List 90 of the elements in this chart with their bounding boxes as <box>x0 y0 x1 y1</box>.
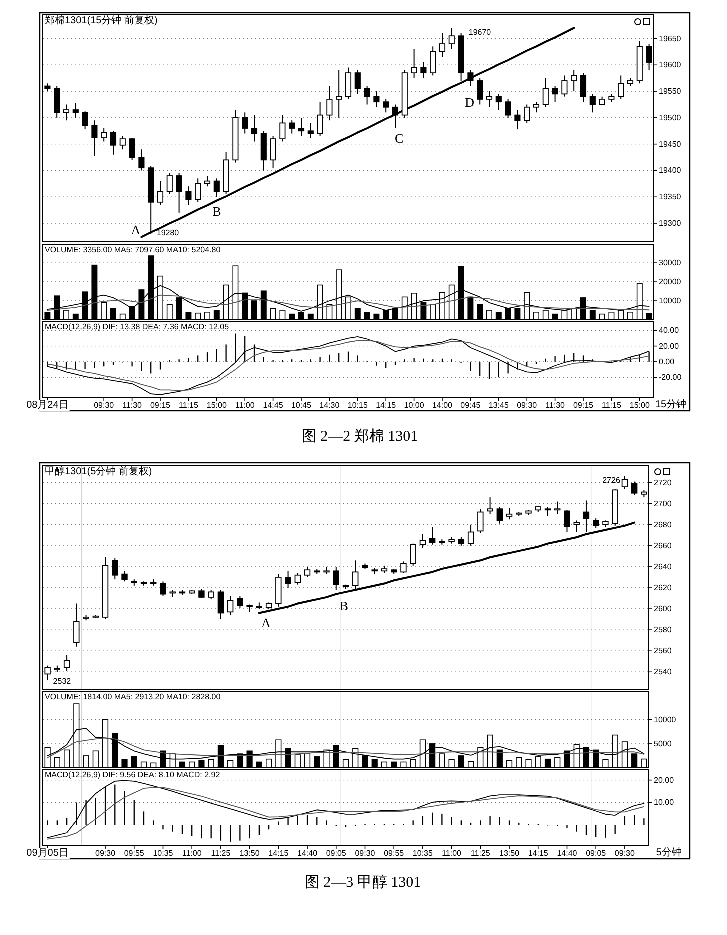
annotation: B <box>212 204 222 219</box>
x-tick-label: 09:30 <box>614 849 636 858</box>
annotation: A <box>131 222 141 238</box>
x-tick-label: 09:15 <box>150 401 172 410</box>
x-tick-label: 09:05 <box>586 849 607 858</box>
chart-title: MACD(12,26,9) DIF: 9.56 DEA: 8.10 MACD: 2.92 <box>45 770 221 780</box>
y-tick-label: 0.00 <box>659 357 676 366</box>
annotation: 图 2—2 郑棉 1301 <box>302 429 418 445</box>
y-tick-label: 2560 <box>654 646 672 656</box>
y-tick-label: 2660 <box>654 541 672 550</box>
y-tick-label: 10000 <box>654 715 677 724</box>
y-tick-label: 20000 <box>659 278 682 287</box>
x-tick-label: 09:55 <box>384 849 405 858</box>
y-tick-label: 19400 <box>659 166 682 176</box>
annotation: 2726 <box>602 476 620 486</box>
x-tick-label: 14:40 <box>298 849 318 858</box>
y-tick-label: 2640 <box>654 562 672 572</box>
x-tick-label: 09:30 <box>94 401 115 410</box>
chart-title: MACD(12,26,9) DIF: 13.38 DEA: 7.36 MACD: 12.05 <box>45 322 230 332</box>
annotation: 19670 <box>468 28 492 37</box>
x-tick-label: 09:45 <box>460 401 482 410</box>
x-tick-label: 10:45 <box>291 401 312 410</box>
x-tick-label: 15:00 <box>206 401 228 410</box>
x-tick-label: 11:25 <box>470 849 491 858</box>
x-tick-label: 14:15 <box>268 849 290 858</box>
y-tick-label: 2600 <box>654 604 672 614</box>
y-tick-label: 19650 <box>659 34 682 44</box>
y-tick-label: 19350 <box>659 192 682 202</box>
x-tick-label: 09:30 <box>96 849 116 858</box>
x-tick-label: 11:00 <box>235 401 256 410</box>
annotation: 19280 <box>156 228 180 238</box>
y-tick-label: -20.00 <box>659 373 682 382</box>
x-tick-label: 13:50 <box>500 849 520 858</box>
x-tick-label: 11:00 <box>442 849 462 858</box>
x-tick-label: 13:45 <box>488 401 510 410</box>
x-tick-label: 13:50 <box>240 849 260 858</box>
y-tick-label: 19600 <box>659 60 682 70</box>
x-tick-label: 10:35 <box>153 849 174 858</box>
y-tick-label: 5000 <box>654 739 672 748</box>
annotation: A <box>262 616 271 630</box>
chart-title: VOLUME: 1814.00 MA5: 2913.20 MA10: 2828.00 <box>45 692 222 702</box>
y-tick-label: 19300 <box>659 219 682 228</box>
x-tick-label: 14:40 <box>557 849 578 858</box>
x-tick-label: 11:00 <box>182 849 202 858</box>
x-tick-label: 14:00 <box>432 401 454 410</box>
x-tick-label: 09:55 <box>124 849 145 858</box>
y-tick-label: 2580 <box>654 626 672 635</box>
x-tick-label: 14:45 <box>263 401 284 410</box>
chart-title: 郑棉1301(15分钟 前复权) <box>45 14 158 26</box>
x-tick-label: 14:15 <box>528 849 549 858</box>
y-tick-label: 2720 <box>654 478 672 488</box>
x-tick-label: 11:15 <box>178 401 199 410</box>
x-tick-label: 10:00 <box>404 401 425 410</box>
x-tick-label: 11:25 <box>211 849 232 858</box>
chart-title: 甲醇1301(5分钟 前复权) <box>45 465 152 478</box>
y-tick-label: 20.00 <box>654 776 675 785</box>
y-tick-label: 2620 <box>654 583 672 592</box>
annotation: 图 2—3 甲醇 1301 <box>304 875 422 891</box>
annotation: 5分钟 <box>656 848 682 858</box>
x-tick-label: 15:00 <box>630 401 650 410</box>
x-tick-label: 14:15 <box>376 401 397 410</box>
annotation: C <box>394 131 404 146</box>
y-tick-label: 10000 <box>659 296 682 306</box>
y-tick-label: 2700 <box>654 499 672 508</box>
x-tick-label: 09:05 <box>326 849 347 858</box>
y-tick-label: 19450 <box>659 140 682 149</box>
x-tick-label: 11:30 <box>546 401 566 410</box>
y-tick-label: 2680 <box>654 520 672 530</box>
y-tick-label: 30000 <box>659 258 682 268</box>
x-tick-label: 10:35 <box>412 849 434 858</box>
annotation: B <box>340 598 348 614</box>
x-tick-label: 10:15 <box>348 401 368 410</box>
y-tick-label: 40.00 <box>659 326 680 336</box>
y-tick-label: 10.00 <box>654 798 675 808</box>
x-tick-label: 09:30 <box>517 401 538 410</box>
x-tick-label: 14:30 <box>320 401 340 410</box>
y-tick-label: 2540 <box>654 668 672 677</box>
y-tick-label: 19550 <box>659 87 682 96</box>
x-tick-label: 11:15 <box>602 401 622 410</box>
annotation: D <box>465 95 474 110</box>
x-tick-label: 09:30 <box>355 849 376 858</box>
x-tick-label: 11:30 <box>122 401 143 410</box>
annotation: 15分钟 <box>655 400 687 410</box>
x-tick-label: 08月24日 <box>26 400 69 411</box>
annotation: 2532 <box>53 677 72 686</box>
chart-title: VOLUME: 3356.00 MA5: 7097.60 MA10: 5204.80 <box>45 246 222 255</box>
y-tick-label: 20.00 <box>659 342 680 351</box>
y-tick-label: 19500 <box>659 113 682 122</box>
x-tick-label: 09:15 <box>573 401 594 410</box>
x-tick-label: 09月05日 <box>26 848 69 859</box>
